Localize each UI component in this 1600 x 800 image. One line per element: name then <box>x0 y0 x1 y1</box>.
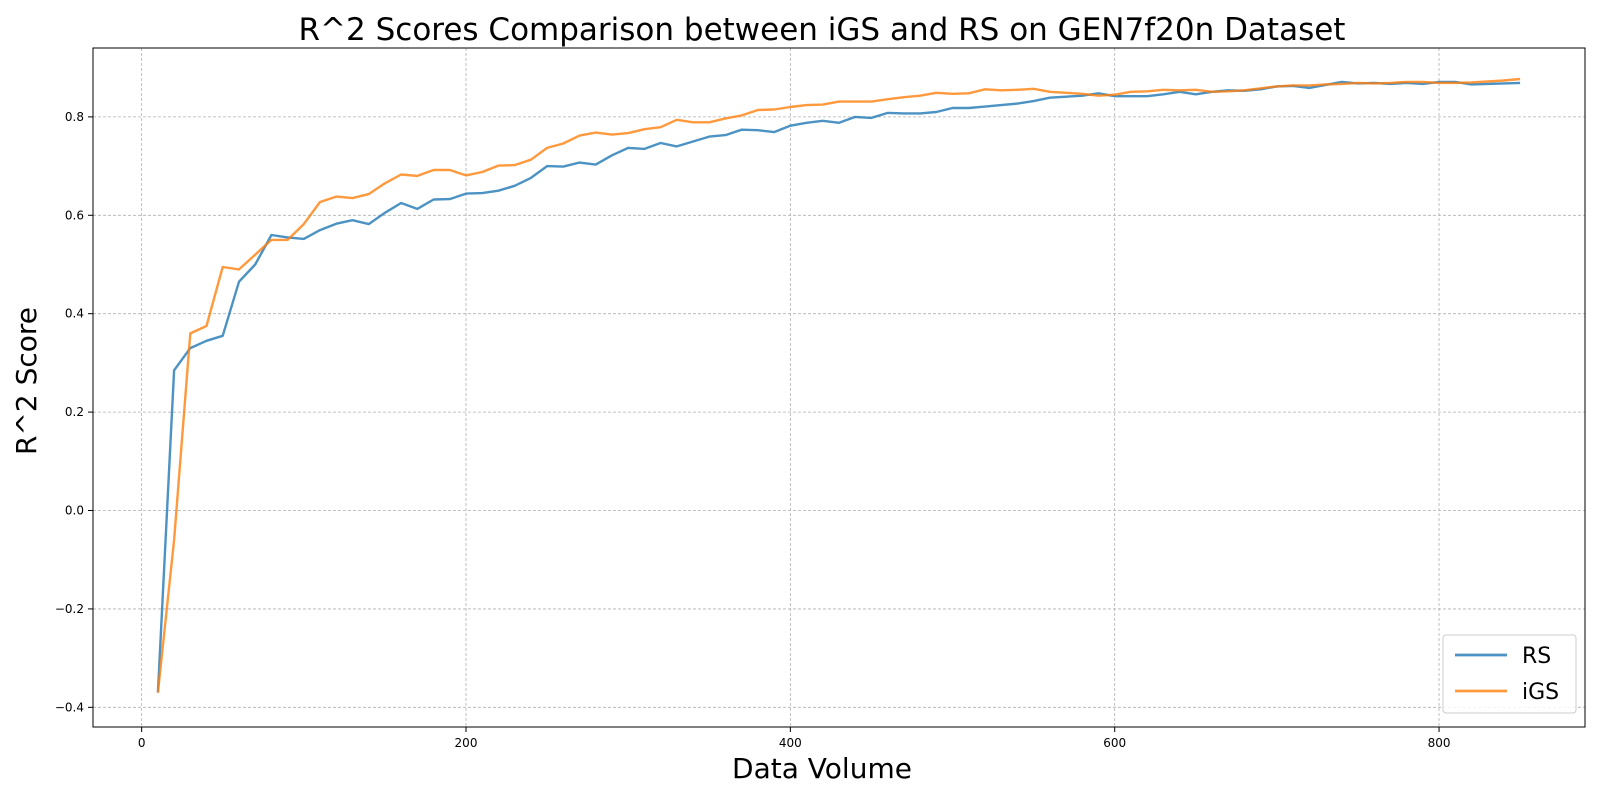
y-tick-label: 0.4 <box>65 307 84 321</box>
y-tick-label: −0.4 <box>55 700 84 714</box>
plot-frame <box>92 47 1586 728</box>
legend-label: RS <box>1522 644 1551 669</box>
y-tick-label: −0.2 <box>55 602 84 616</box>
x-axis-label: Data Volume <box>732 752 912 785</box>
series-line-igs <box>156 77 1521 693</box>
x-tick-label: 800 <box>1428 736 1451 750</box>
y-tick-label: 0.6 <box>65 208 84 222</box>
series-lines <box>156 77 1521 693</box>
y-tick-label: 0.8 <box>65 110 84 124</box>
grid <box>93 48 1585 727</box>
x-tick-label: 0 <box>138 736 146 750</box>
legend-label: iGS <box>1522 680 1559 705</box>
y-tick-label: 0.2 <box>65 405 84 419</box>
chart-title: R^2 Scores Comparison between iGS and RS… <box>299 12 1346 48</box>
legend: RS iGS <box>1442 634 1577 714</box>
x-tick-label: 200 <box>455 736 478 750</box>
x-tick-label: 400 <box>779 736 802 750</box>
x-tick-label: 600 <box>1103 736 1126 750</box>
y-axis-label: R^2 Score <box>10 307 43 455</box>
axis-ticks: 0 200 400 600 800 −0.4 −0.2 0.0 0.2 0.4 0.6 0.8 <box>55 110 1451 750</box>
y-tick-label: 0.0 <box>65 504 84 518</box>
